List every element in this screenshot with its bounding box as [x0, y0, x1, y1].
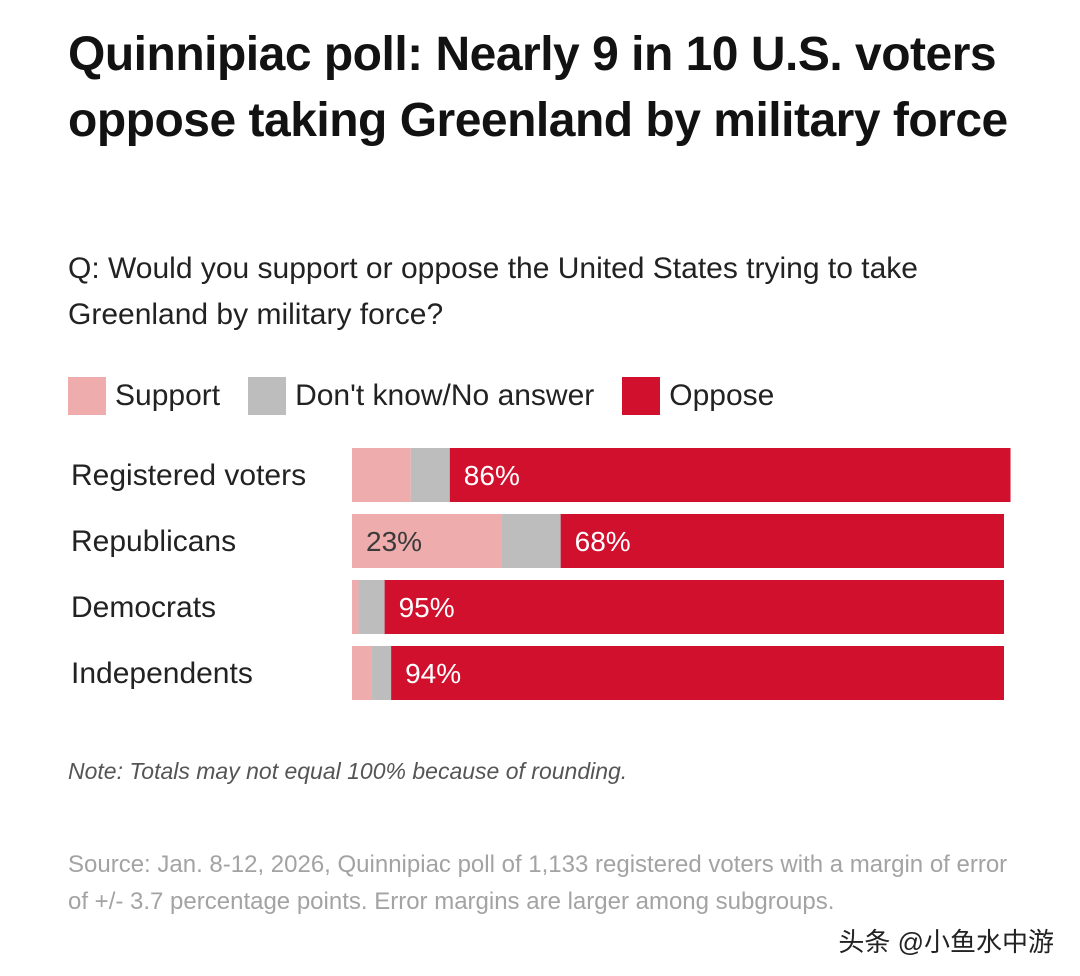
watermark: 头条 @小鱼水中游	[838, 927, 1054, 957]
bar-segment-oppose	[560, 514, 1004, 568]
data-label-oppose: 86%	[464, 460, 520, 491]
bar-segment-oppose	[391, 646, 1004, 700]
bar-segment-support	[352, 514, 502, 568]
source-text: Source: Jan. 8-12, 2026, Quinnipiac poll…	[68, 851, 1008, 915]
bar-segment-oppose	[384, 580, 1005, 634]
bar-segment-dont-know	[371, 646, 392, 700]
category-label: Independents	[71, 657, 253, 690]
bar-segment-oppose	[449, 448, 1011, 502]
category-label: Democrats	[71, 591, 216, 624]
data-label-oppose: 95%	[399, 592, 455, 623]
category-label: Republicans	[71, 525, 236, 558]
legend-swatch-support	[68, 377, 106, 415]
legend-label-support: Support	[115, 379, 221, 412]
bar-segment-support	[352, 448, 411, 502]
category-label: Registered voters	[71, 459, 306, 492]
legend-swatch-oppose	[622, 377, 661, 415]
chart-legend: Support Don't know/No answer Oppose	[68, 376, 802, 416]
bar-segment-support	[352, 580, 359, 634]
legend-swatch-dont-know	[248, 377, 287, 415]
data-label-oppose: 94%	[405, 658, 461, 689]
data-label-oppose: 68%	[575, 526, 631, 557]
bar-segment-dont-know	[410, 448, 450, 502]
stacked-bar-chart: Registered voters 86% Republicans 23% 68% Dem…	[71, 448, 1011, 700]
legend-item-support: Support	[68, 377, 220, 415]
survey-question: Q: Would you support or oppose the Unite…	[68, 252, 918, 331]
bar-segment-dont-know	[358, 580, 385, 634]
bar-segment-support	[352, 646, 372, 700]
data-label-support: 23%	[366, 526, 422, 557]
rounding-note: Note: Totals may not equal 100% because …	[68, 758, 628, 784]
legend-label-oppose: Oppose	[669, 379, 775, 412]
bar-segment-dont-know	[501, 514, 561, 568]
legend-item-dont-know: Don't know/No answer	[248, 377, 594, 415]
legend-label-dont-know: Don't know/No answer	[295, 379, 595, 412]
chart-title: Quinnipiac poll: Nearly 9 in 10 U.S. vot…	[68, 28, 1008, 147]
legend-item-oppose: Oppose	[622, 377, 774, 415]
